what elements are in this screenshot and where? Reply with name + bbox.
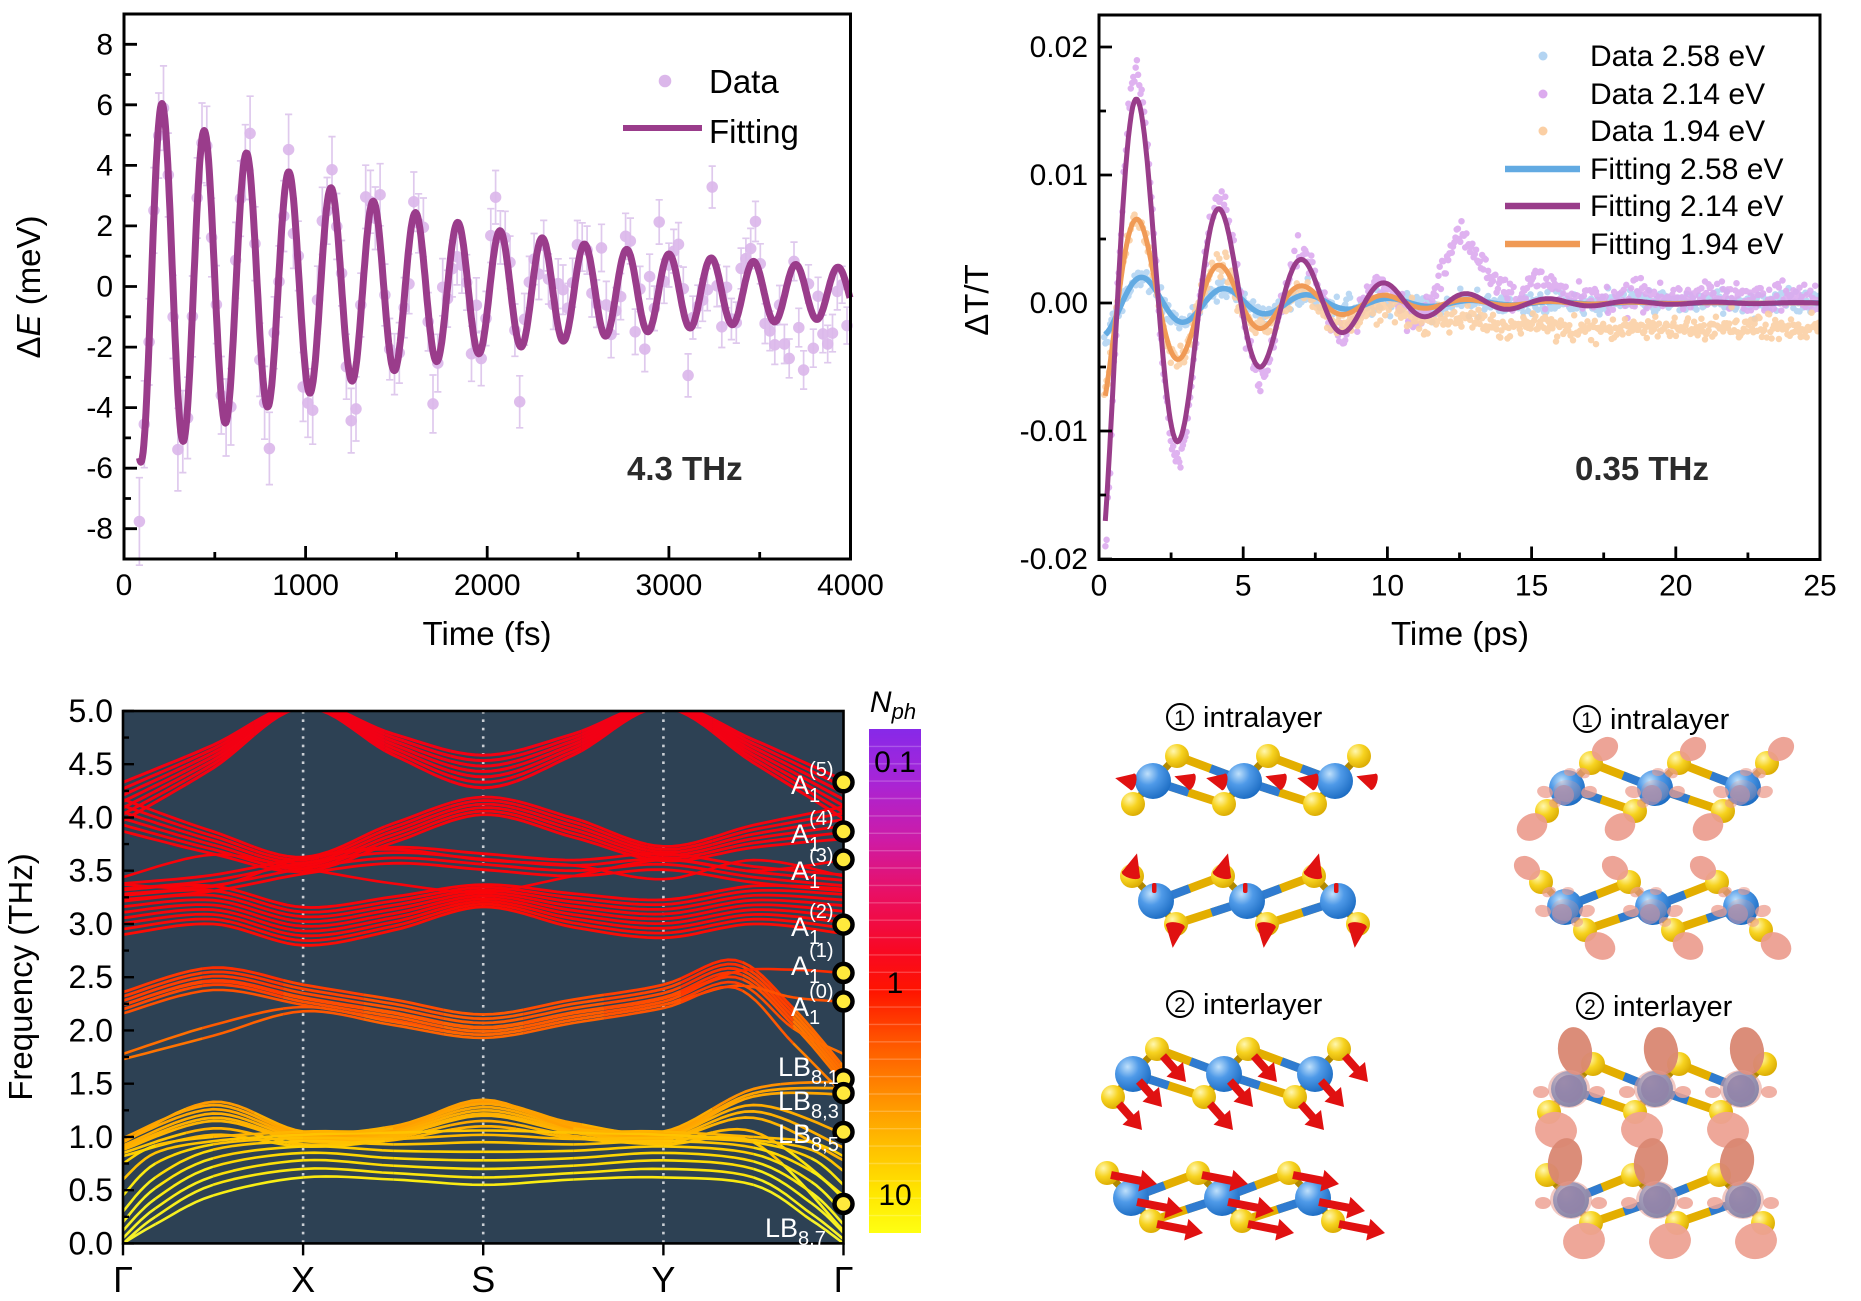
svg-text:intralayer: intralayer	[1203, 702, 1323, 734]
svg-text:3.5: 3.5	[69, 853, 113, 889]
svg-text:X: X	[291, 1259, 315, 1300]
svg-text:1: 1	[1174, 707, 1186, 730]
svg-text:1: 1	[1581, 709, 1593, 732]
svg-text:1.0: 1.0	[69, 1119, 113, 1155]
svg-text:Γ: Γ	[113, 1259, 133, 1300]
svg-text:Fitting 1.94 eV: Fitting 1.94 eV	[1590, 228, 1783, 261]
svg-text:-2: -2	[86, 331, 113, 364]
svg-text:Time (fs): Time (fs)	[423, 615, 552, 652]
svg-text:3000: 3000	[636, 569, 703, 602]
svg-text:-6: -6	[86, 452, 113, 485]
svg-text:0.35 THz: 0.35 THz	[1575, 450, 1709, 487]
svg-text:Fitting 2.58 eV: Fitting 2.58 eV	[1590, 153, 1783, 186]
svg-text:intralayer: intralayer	[1610, 704, 1730, 736]
svg-text:8: 8	[96, 28, 113, 61]
svg-text:0.1: 0.1	[874, 746, 916, 779]
svg-text:5.0: 5.0	[69, 693, 113, 729]
svg-text:3.0: 3.0	[69, 906, 113, 942]
svg-text:10: 10	[1371, 570, 1404, 603]
svg-text:10: 10	[878, 1179, 911, 1212]
svg-text:-8: -8	[86, 513, 113, 546]
svg-text:0: 0	[116, 569, 133, 602]
svg-text:0.01: 0.01	[1030, 159, 1088, 192]
svg-text:Data: Data	[709, 63, 779, 100]
svg-text:ΔE (meV): ΔE (meV)	[10, 215, 47, 358]
svg-text:S: S	[471, 1259, 495, 1300]
svg-text:0.0: 0.0	[69, 1225, 113, 1261]
svg-text:4.0: 4.0	[69, 800, 113, 836]
svg-text:ΔT/T: ΔT/T	[958, 264, 995, 336]
svg-text:interlayer: interlayer	[1613, 991, 1733, 1023]
svg-text:1.5: 1.5	[69, 1066, 113, 1102]
svg-text:-4: -4	[86, 392, 113, 425]
svg-text:4.3 THz: 4.3 THz	[627, 450, 743, 487]
svg-text:Data 2.14 eV: Data 2.14 eV	[1590, 78, 1765, 111]
svg-text:2.0: 2.0	[69, 1012, 113, 1048]
svg-text:1: 1	[887, 967, 904, 1000]
svg-text:20: 20	[1659, 570, 1692, 603]
svg-text:6: 6	[96, 89, 113, 122]
svg-text:4000: 4000	[817, 569, 884, 602]
svg-text:Nph: Nph	[870, 686, 916, 724]
svg-text:25: 25	[1803, 570, 1836, 603]
svg-text:Time (ps): Time (ps)	[1391, 615, 1529, 652]
svg-text:Fitting 2.14 eV: Fitting 2.14 eV	[1590, 190, 1783, 223]
svg-text:15: 15	[1515, 570, 1548, 603]
svg-text:Frequency (THz): Frequency (THz)	[2, 853, 39, 1101]
svg-text:4: 4	[96, 149, 113, 182]
svg-text:2: 2	[1584, 996, 1596, 1019]
svg-text:0.02: 0.02	[1030, 31, 1088, 64]
svg-text:Y: Y	[651, 1259, 675, 1300]
svg-text:2.5: 2.5	[69, 959, 113, 995]
svg-text:0: 0	[1091, 570, 1108, 603]
svg-text:2: 2	[96, 210, 113, 243]
svg-text:4.5: 4.5	[69, 746, 113, 782]
svg-text:interlayer: interlayer	[1203, 989, 1323, 1021]
svg-text:2000: 2000	[454, 569, 521, 602]
svg-text:0.00: 0.00	[1030, 287, 1088, 320]
svg-text:0: 0	[96, 271, 113, 304]
svg-text:0.5: 0.5	[69, 1172, 113, 1208]
svg-text:Γ: Γ	[834, 1259, 854, 1300]
svg-text:-0.01: -0.01	[1020, 415, 1088, 448]
svg-text:5: 5	[1235, 570, 1252, 603]
svg-text:1000: 1000	[272, 569, 339, 602]
svg-text:Data 1.94 eV: Data 1.94 eV	[1590, 115, 1765, 148]
svg-text:2: 2	[1174, 994, 1186, 1017]
svg-text:Data 2.58 eV: Data 2.58 eV	[1590, 40, 1765, 73]
svg-text:-0.02: -0.02	[1020, 543, 1088, 576]
svg-text:Fitting: Fitting	[709, 113, 799, 150]
